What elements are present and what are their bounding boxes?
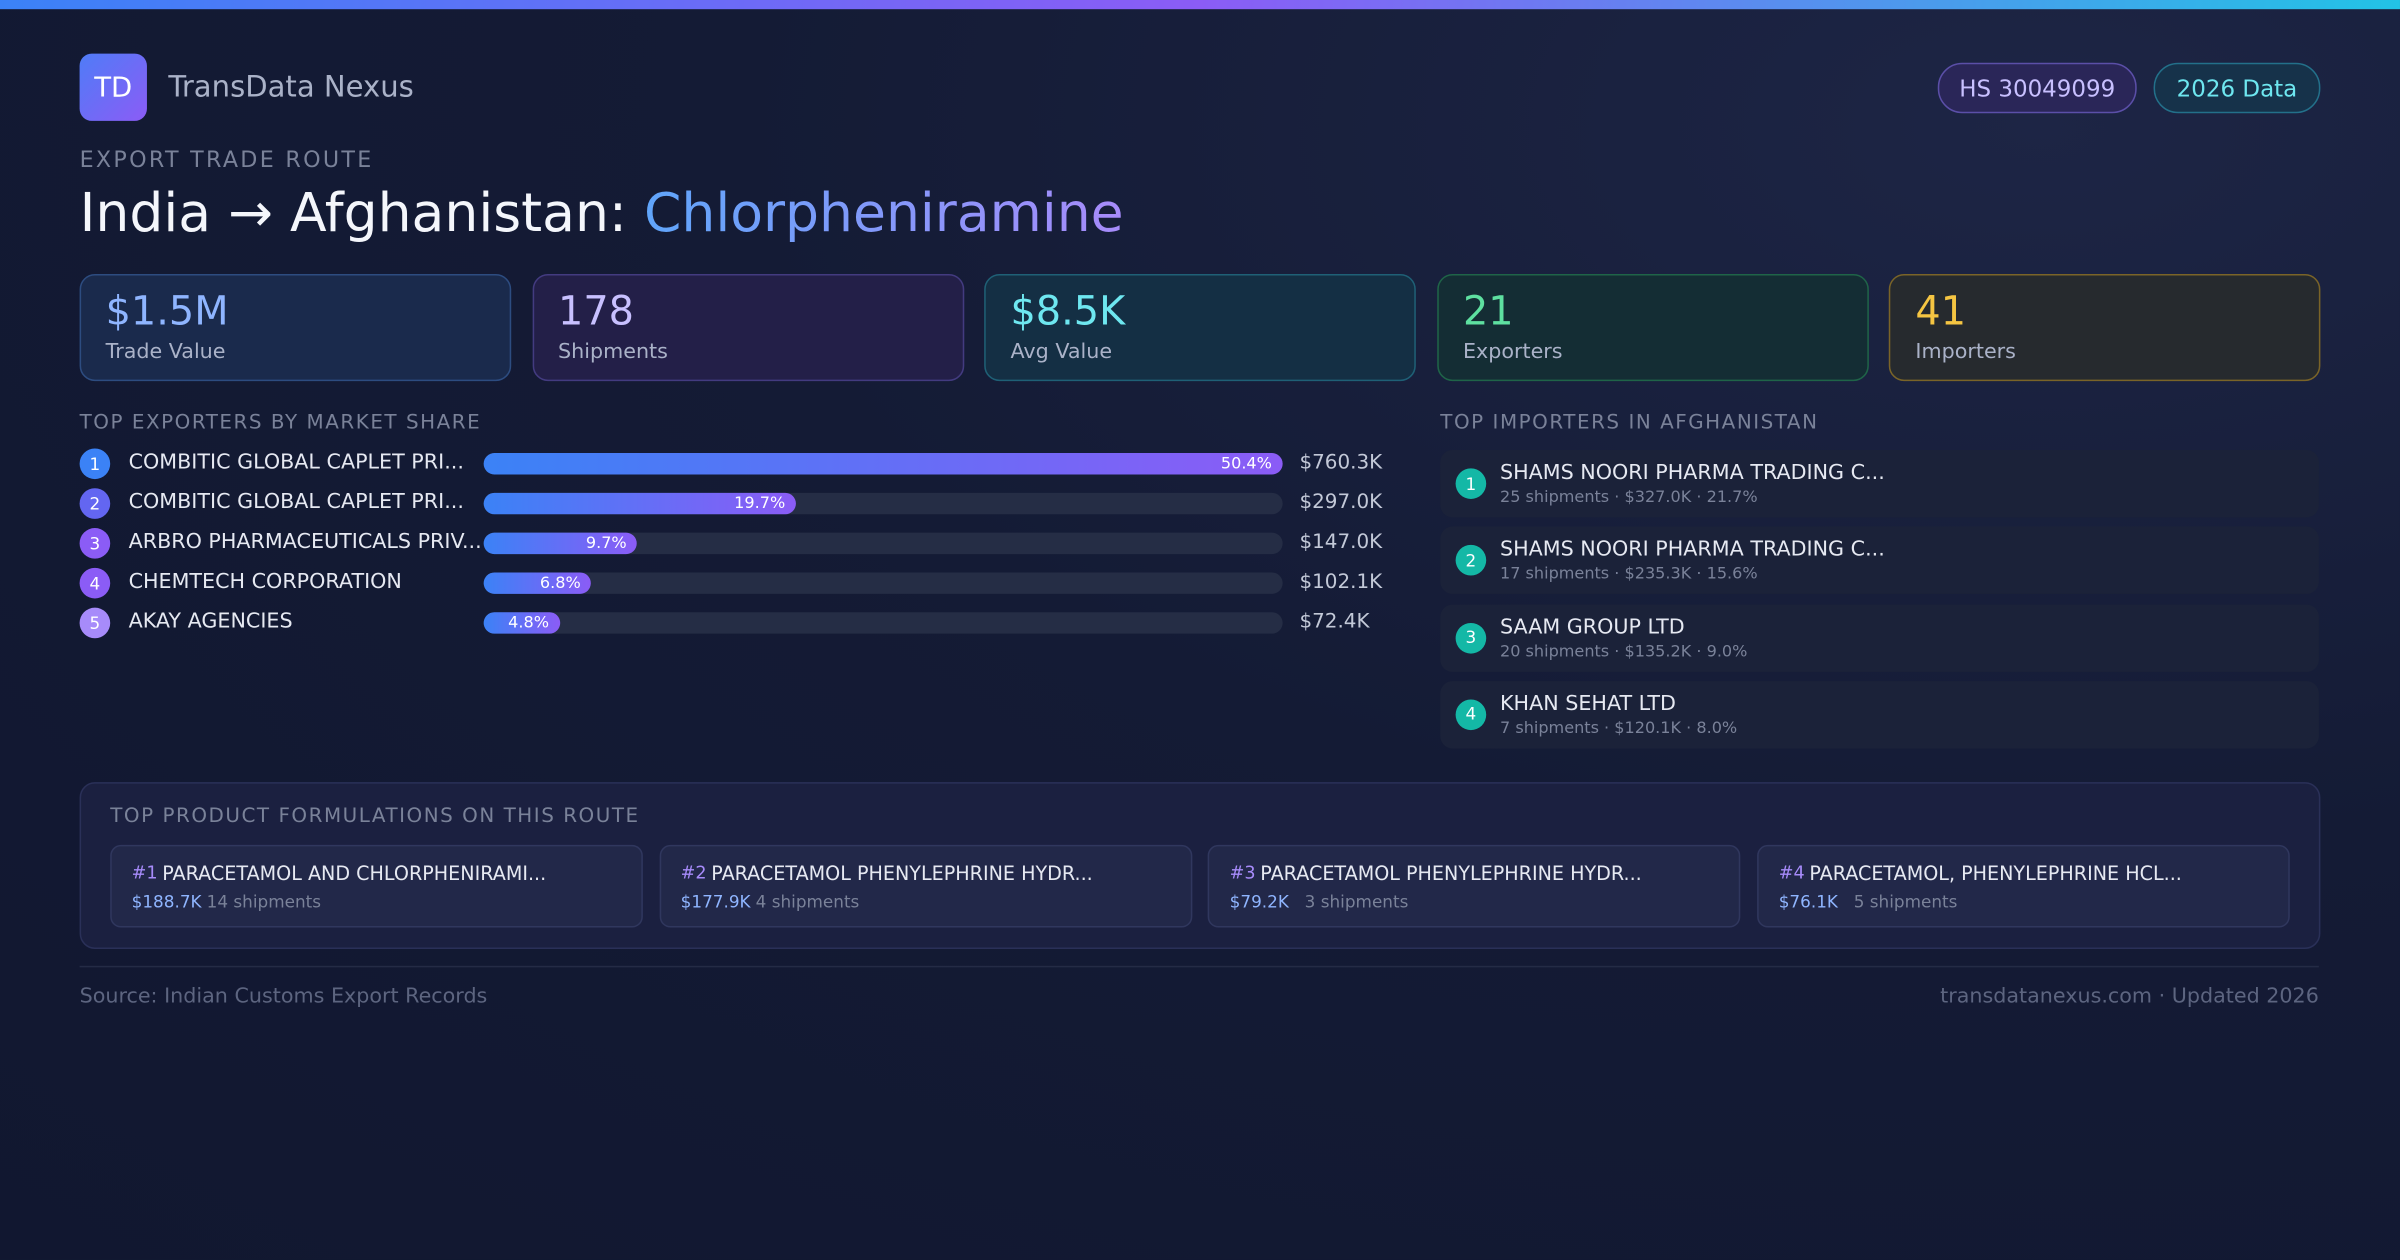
bar-track: 6.8% — [483, 572, 1283, 594]
formulation-name: PARACETAMOL PHENYLEPHRINE HYDR... — [1260, 861, 1642, 885]
formulation-value: $177.9K — [680, 892, 751, 913]
formulation-rank: #3 — [1229, 861, 1256, 884]
formulation-name: PARACETAMOL AND CHLORPHENIRAMI... — [162, 861, 547, 885]
importer-name: SAAM GROUP LTD — [1499, 614, 1685, 640]
importer-detail: 7 shipments · $120.1K · 8.0% — [1499, 719, 1738, 738]
stat-card: $8.5K Avg Value — [984, 273, 1417, 382]
share-label: 6.8% — [539, 573, 581, 593]
rank-badge: 3 — [1455, 622, 1487, 653]
formulation-shipments: 4 shipments — [755, 892, 860, 913]
title-route: India → Afghanistan: — [79, 183, 644, 245]
importer-name: KHAN SEHAT LTD — [1499, 691, 1676, 717]
exporter-value: $102.1K — [1299, 570, 1383, 594]
stat-value: $1.5M — [105, 289, 229, 336]
bar-track: 19.7% — [483, 492, 1283, 515]
share-bar: 9.7% — [483, 532, 638, 555]
bar-track: 50.4% — [483, 453, 1283, 475]
share-bar: 4.8% — [483, 612, 560, 634]
rank-badge: 5 — [79, 607, 111, 639]
section-title: TOP IMPORTERS IN AFGHANISTAN — [1440, 411, 1819, 435]
importer-card: 1 SHAMS NOORI PHARMA TRADING C... 25 shipm… — [1440, 449, 2319, 518]
title: India → Afghanistan: Chlorpheniramine — [80, 184, 1124, 245]
footer-site: transdatanexus.com · Updated 2026 — [1940, 984, 2319, 1009]
rank-badge: 3 — [79, 528, 111, 559]
share-label: 19.7% — [734, 494, 786, 513]
eyebrow: EXPORT TRADE ROUTE — [79, 148, 374, 173]
exporter-name: CHEMTECH CORPORATION — [128, 569, 402, 594]
rank-badge: 4 — [1455, 699, 1487, 730]
formulation-card: #2 PARACETAMOL PHENYLEPHRINE HYDR... $177.… — [659, 844, 1192, 928]
exporter-value: $297.0K — [1299, 491, 1383, 515]
badge: HS 30049099 — [1937, 62, 2137, 114]
stat-card: 21 Exporters — [1436, 273, 1869, 382]
stat-value: 178 — [558, 289, 635, 336]
rank-badge: 2 — [79, 488, 111, 519]
stat-label: Avg Value — [1010, 339, 1113, 365]
share-bar: 19.7% — [483, 492, 796, 515]
formulation-shipments: 3 shipments — [1304, 892, 1409, 913]
rank-badge: 2 — [1455, 545, 1487, 576]
divider — [79, 965, 2319, 968]
formulation-card: #3 PARACETAMOL PHENYLEPHRINE HYDR... $79.2… — [1208, 844, 1741, 928]
importer-card: 4 KHAN SEHAT LTD 7 shipments · $120.1K · 8… — [1440, 680, 2319, 749]
share-label: 4.8% — [508, 613, 550, 633]
title-product: Chlorpheniramine — [643, 183, 1124, 245]
share-label: 50.4% — [1220, 454, 1272, 473]
rank-badge: 4 — [79, 567, 111, 599]
formulation-rank: #2 — [680, 861, 707, 884]
logo: TD — [79, 53, 147, 121]
importer-name: SHAMS NOORI PHARMA TRADING C... — [1499, 537, 1885, 563]
formulation-rank: #4 — [1778, 861, 1805, 884]
formulation-card: #1 PARACETAMOL AND CHLORPHENIRAMI... $188.… — [110, 844, 643, 928]
share-label: 9.7% — [585, 534, 627, 553]
stat-card: 41 Importers — [1889, 273, 2321, 382]
top-accent — [0, 0, 2400, 10]
importer-detail: 20 shipments · $135.2K · 9.0% — [1499, 642, 1748, 661]
importer-card: 2 SHAMS NOORI PHARMA TRADING C... 17 shipm… — [1440, 526, 2319, 595]
section-title: TOP PRODUCT FORMULATIONS ON THIS ROUTE — [110, 805, 640, 829]
formulation-value: $188.7K — [131, 892, 202, 913]
exporter-name: COMBITIC GLOBAL CAPLET PRI... — [128, 489, 464, 515]
brand: TransData Nexus — [168, 70, 414, 105]
exporter-name: AKAY AGENCIES — [128, 609, 293, 634]
bar-track: 9.7% — [483, 532, 1283, 555]
formulation-shipments: 5 shipments — [1853, 892, 1958, 913]
formulation-rank: #1 — [131, 861, 158, 884]
stat-card: $1.5M Trade Value — [79, 273, 512, 382]
stat-label: Shipments — [558, 339, 668, 365]
rank-badge: 1 — [79, 448, 111, 480]
formulation-name: PARACETAMOL, PHENYLEPHRINE HCL... — [1809, 861, 2182, 885]
exporter-name: ARBRO PHARMACEUTICALS PRIV... — [128, 529, 482, 555]
section-title: TOP EXPORTERS BY MARKET SHARE — [79, 411, 482, 435]
badge: 2026 Data — [2153, 62, 2321, 114]
bar-track: 4.8% — [483, 612, 1283, 634]
stat-value: $8.5K — [1010, 289, 1126, 336]
formulation-shipments: 14 shipments — [206, 892, 322, 913]
formulation-card: #4 PARACETAMOL, PHENYLEPHRINE HCL... $76.1… — [1757, 844, 2290, 928]
stat-value: 21 — [1462, 289, 1514, 336]
formulation-name: PARACETAMOL PHENYLEPHRINE HYDR... — [711, 861, 1093, 885]
exporter-value: $147.0K — [1299, 531, 1383, 555]
exporter-name: COMBITIC GLOBAL CAPLET PRI... — [128, 449, 464, 475]
rank-badge: 1 — [1455, 468, 1487, 499]
importer-card: 3 SAAM GROUP LTD 20 shipments · $135.2K · … — [1440, 603, 2319, 672]
stat-label: Trade Value — [105, 339, 226, 365]
importer-detail: 25 shipments · $327.0K · 21.7% — [1499, 488, 1758, 507]
stat-value: 41 — [1915, 289, 1967, 336]
stat-label: Exporters — [1462, 339, 1563, 365]
formulation-value: $76.1K — [1778, 892, 1838, 913]
footer-source: Source: Indian Customs Export Records — [79, 984, 488, 1009]
stat-label: Importers — [1915, 339, 2016, 365]
importer-name: SHAMS NOORI PHARMA TRADING C... — [1499, 460, 1885, 486]
formulation-value: $79.2K — [1229, 892, 1289, 913]
share-bar: 6.8% — [483, 572, 592, 594]
exporter-value: $760.3K — [1299, 451, 1383, 475]
exporter-value: $72.4K — [1299, 610, 1370, 634]
importer-detail: 17 shipments · $235.3K · 15.6% — [1499, 565, 1758, 584]
share-bar: 50.4% — [483, 453, 1283, 475]
stat-card: 178 Shipments — [532, 273, 964, 382]
